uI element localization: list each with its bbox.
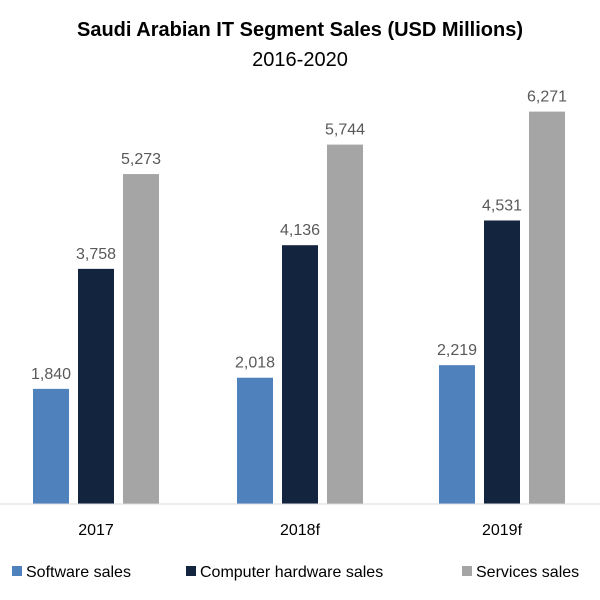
data-label: 2,219 xyxy=(437,342,477,359)
legend-label: Services sales xyxy=(476,564,579,581)
x-tick-label: 2017 xyxy=(78,522,114,539)
bar-software-sales-2017 xyxy=(33,388,69,504)
data-label: 1,840 xyxy=(31,366,71,383)
legend-swatch-computer-hardware-sales xyxy=(186,566,196,576)
x-tick-label: 2019f xyxy=(482,522,523,539)
data-label: 4,136 xyxy=(280,222,320,239)
x-tick-label: 2018f xyxy=(280,522,321,539)
bar-software-sales-2018f xyxy=(237,377,273,504)
legend-label: Software sales xyxy=(26,564,131,581)
data-label: 6,271 xyxy=(527,89,567,106)
legend-swatch-software-sales xyxy=(12,566,22,576)
plot-area: 1,840 3,758 5,273 2,018 4,136 5,744 2,219 4,531… xyxy=(31,89,567,505)
chart-subtitle: 2016-2020 xyxy=(252,49,348,71)
legend-swatch-services-sales xyxy=(462,566,472,576)
bar-services-sales-2019f xyxy=(529,111,565,505)
bar-computer-hardware-sales-2019f xyxy=(484,220,520,504)
legend-label: Computer hardware sales xyxy=(200,564,383,581)
data-label: 5,273 xyxy=(121,151,161,168)
bar-software-sales-2019f xyxy=(439,365,475,504)
bar-computer-hardware-sales-2018f xyxy=(282,245,318,504)
data-label: 4,531 xyxy=(482,197,522,214)
legend: Software sales Computer hardware sales Ser… xyxy=(12,564,579,581)
data-label: 3,758 xyxy=(76,246,116,263)
data-label: 2,018 xyxy=(235,355,275,372)
chart-title: Saudi Arabian IT Segment Sales (USD Mill… xyxy=(77,19,523,41)
bar-computer-hardware-sales-2017 xyxy=(78,268,114,504)
data-label: 5,744 xyxy=(325,122,365,139)
bar-services-sales-2017 xyxy=(123,174,159,504)
x-axis-ticks: 2017 2018f 2019f xyxy=(78,522,522,539)
bar-services-sales-2018f xyxy=(327,144,363,504)
